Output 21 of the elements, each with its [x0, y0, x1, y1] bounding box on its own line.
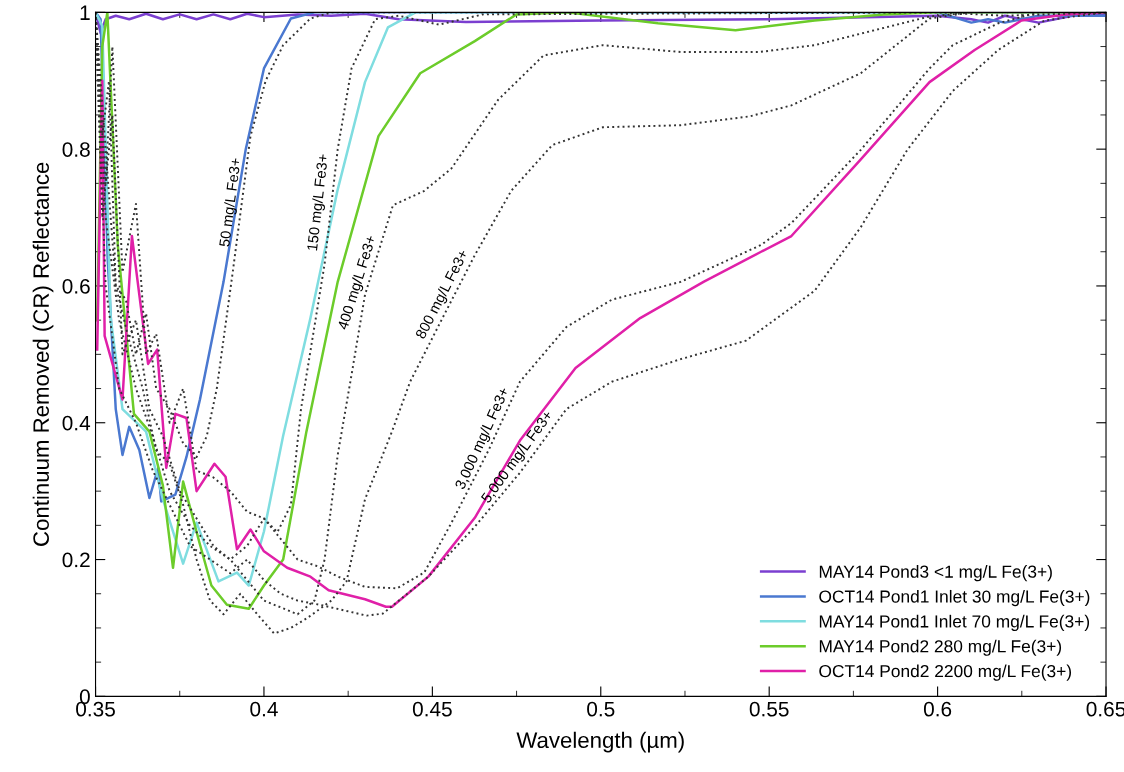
annotation: 50 mg/L Fe3+ — [218, 157, 244, 248]
legend-label: MAY14 Pond2 280 mg/L Fe(3+) — [819, 639, 1062, 656]
y-tick-label: 0.6 — [62, 278, 90, 294]
annotation: 150 mg/L Fe3+ — [306, 153, 331, 251]
legend-label: OCT14 Pond2 2200 mg/L Fe(3+) — [819, 664, 1071, 681]
x-tick-label: 0.45 — [412, 701, 452, 717]
y-tick-label: 0.8 — [62, 142, 90, 157]
annotation: 800 mg/L Fe3+ — [414, 248, 471, 341]
legend-label: OCT14 Pond1 Inlet 30 mg/L Fe(3+) — [819, 589, 1090, 607]
x-axis-title: Wavelength (µm) — [516, 731, 684, 753]
x-tick-label: 0.5 — [587, 701, 615, 717]
y-tick-label: 1 — [80, 5, 90, 20]
annotation: 400 mg/L Fe3+ — [336, 234, 379, 332]
x-tick-label: 0.4 — [250, 701, 278, 717]
legend-label: MAY14 Pond3 <1 mg/L Fe(3+) — [819, 565, 1052, 582]
y-tick-label: 0.2 — [62, 552, 90, 568]
legend-label: MAY14 Pond1 Inlet 70 mg/L Fe(3+) — [819, 614, 1090, 631]
y-tick-label: 0.4 — [62, 415, 91, 431]
x-tick-label: 0.6 — [923, 701, 952, 717]
x-tick-label: 0.55 — [749, 701, 789, 717]
y-axis-title: Continuum Removed (CR) Reflectance — [32, 162, 54, 546]
